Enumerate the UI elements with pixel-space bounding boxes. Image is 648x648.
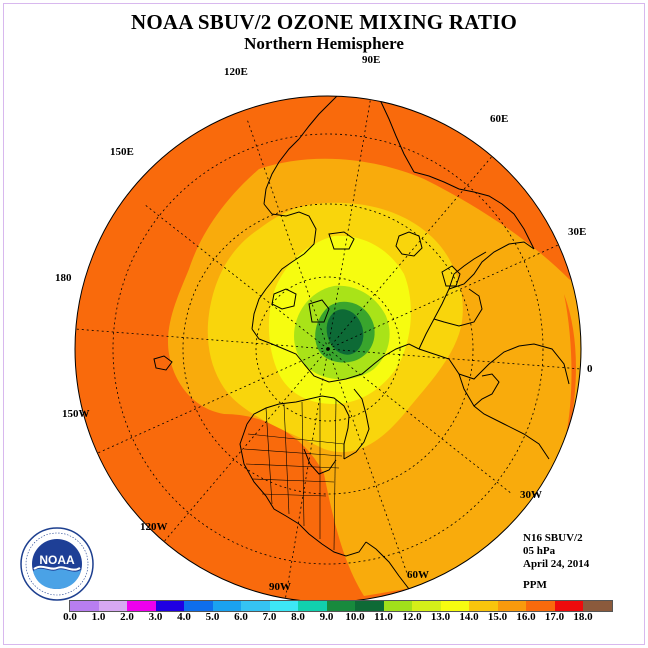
- colorbar-tick-label: 10.0: [345, 611, 365, 623]
- lon-label-60w: 60W: [407, 569, 429, 581]
- lon-label-90e: 90E: [362, 54, 381, 66]
- colorbar-tick-label: 11.0: [374, 611, 393, 623]
- colorbar-tick-label: 3.0: [148, 611, 163, 623]
- page-subtitle: Northern Hemisphere: [244, 34, 404, 53]
- colorbar-tick-label: 9.0: [319, 611, 334, 623]
- lon-label-120w: 120W: [140, 521, 168, 533]
- colorbar-swatch: [440, 601, 469, 611]
- colorbar-ticks: 0.0 1.0 2.0 3.0 4.0 5.0 6.0 7.0 8.0 9.0 10.0 11.0 12…: [4, 611, 644, 627]
- colorbar-tick-label: 16.0: [516, 611, 536, 623]
- state-boundaries: [243, 398, 345, 551]
- colorbar: [69, 600, 613, 612]
- lon-label-120e: 120E: [224, 66, 248, 78]
- colorbar-tick-label: 8.0: [291, 611, 305, 623]
- colorbar-swatch: [70, 601, 99, 611]
- colorbar-tick-label: 7.0: [262, 611, 277, 623]
- colorbar-tick-label: 14.0: [459, 611, 479, 623]
- units-label: PPM: [523, 579, 547, 591]
- lon-label-150w: 150W: [62, 408, 90, 420]
- graticule: [75, 96, 581, 602]
- colorbar-swatch: [155, 601, 184, 611]
- lon-label-60e: 60E: [490, 113, 509, 125]
- lon-label-150e: 150E: [110, 146, 134, 158]
- colorbar-tick-label: 6.0: [234, 611, 248, 623]
- colorbar-swatch: [298, 601, 327, 611]
- lon-label-30w: 30W: [520, 489, 542, 501]
- colorbar-swatch: [269, 601, 298, 611]
- colorbar-tick-label: 4.0: [177, 611, 191, 623]
- page-title: NOAA SBUV/2 OZONE MIXING RATIO: [131, 10, 517, 34]
- lon-label-30e: 30E: [568, 226, 587, 238]
- colorbar-swatch: [241, 601, 270, 611]
- instrument-label: N16 SBUV/2: [523, 532, 583, 544]
- pressure-level: 05 hPa: [523, 545, 556, 557]
- colorbar-swatch: [554, 601, 583, 611]
- noaa-logo-text: NOAA: [39, 553, 75, 567]
- colorbar-tick-label: 12.0: [402, 611, 422, 623]
- field-dark-green-core: [326, 309, 364, 355]
- colorbar-tick-label: 17.0: [544, 611, 565, 623]
- colorbar-tick-label: 2.0: [120, 611, 134, 623]
- colorbar-tick-label: 5.0: [205, 611, 220, 623]
- colorbar-swatch: [412, 601, 441, 611]
- lon-label-90w: 90W: [269, 581, 291, 593]
- colorbar-swatch: [383, 601, 412, 611]
- ozone-map: [74, 95, 582, 603]
- colorbar-swatch: [355, 601, 384, 611]
- lon-label-180: 180: [55, 272, 72, 284]
- colorbar-swatch: [326, 601, 355, 611]
- colorbar-swatch: [469, 601, 498, 611]
- lon-label-0: 0: [587, 363, 593, 375]
- colorbar-swatch: [212, 601, 241, 611]
- colorbar-swatch: [497, 601, 526, 611]
- coastlines: [153, 96, 570, 590]
- colorbar-swatch: [583, 601, 612, 611]
- colorbar-swatch: [526, 601, 555, 611]
- colorbar-tick-label: 15.0: [487, 611, 508, 623]
- date-label: April 24, 2014: [523, 558, 590, 570]
- info-block: N16 SBUV/2 05 hPa April 24, 2014: [523, 532, 589, 571]
- colorbar-tick-label: 13.0: [430, 611, 451, 623]
- colorbar-tick-label: 1.0: [91, 611, 106, 623]
- colorbar-swatch: [127, 601, 156, 611]
- noaa-logo: NOAA: [20, 527, 94, 601]
- colorbar-tick-label: 0.0: [63, 611, 77, 623]
- colorbar-tick-label: 18.0: [573, 611, 593, 623]
- colorbar-swatch: [184, 601, 213, 611]
- colorbar-swatch: [98, 601, 127, 611]
- figure-frame: NOAA SBUV/2 OZONE MIXING RATIO Northern …: [3, 3, 645, 645]
